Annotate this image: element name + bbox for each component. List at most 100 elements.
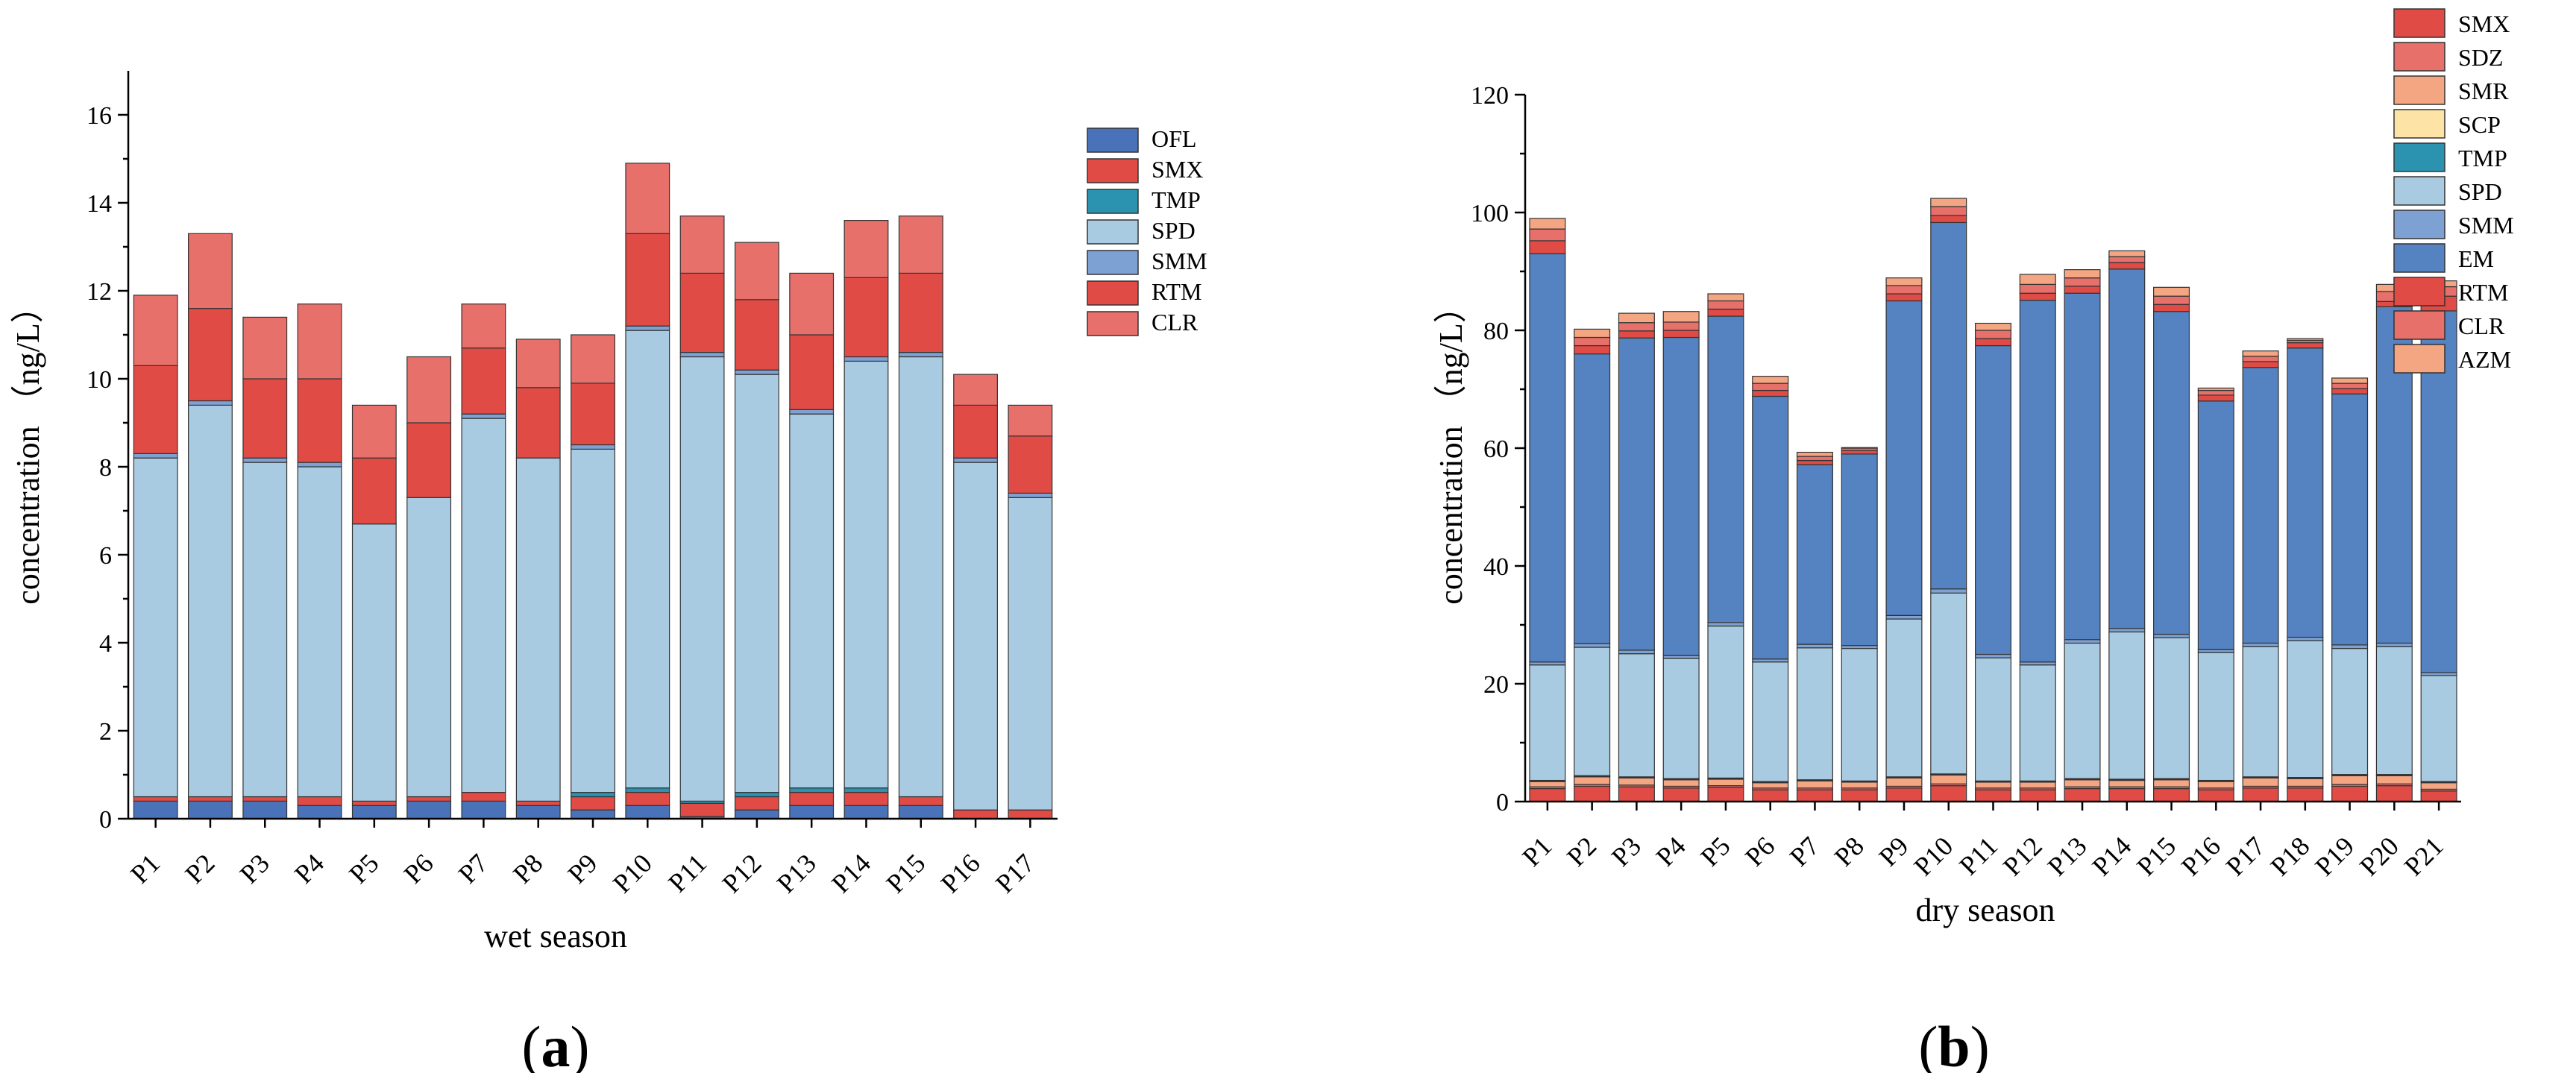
bar-P9-AZM xyxy=(1885,277,1923,286)
bar-P14-OFL xyxy=(844,805,889,819)
bar-P5-CLR xyxy=(351,404,397,459)
bar-P15-CLR xyxy=(898,215,943,274)
bar-P2-SPD xyxy=(188,404,233,798)
bar-P14-SMR xyxy=(2108,779,2146,787)
bar-P10-SPD xyxy=(625,330,670,789)
bar-P18-RTM xyxy=(2287,342,2324,349)
bar-P17-EM xyxy=(2242,367,2279,644)
bar-P12-OFL xyxy=(734,809,779,819)
bar-P7-RTM xyxy=(1796,459,1833,465)
bar-P11-CLR xyxy=(1975,330,2012,339)
bar-P14-CLR xyxy=(844,220,889,278)
y-tick-label: 0 xyxy=(1496,789,1509,816)
x-tick-label-P15: P15 xyxy=(881,848,932,899)
y-tick-label: 2 xyxy=(99,718,112,746)
y-axis-title: concentration （ng/L） xyxy=(10,290,46,605)
bar-P1-RTM xyxy=(133,365,178,454)
bar-P4-SMM xyxy=(297,462,342,468)
bar-P19-SMM xyxy=(2331,644,2369,649)
bar-P21-SMR xyxy=(2420,782,2457,790)
legend-label-CLR: CLR xyxy=(1152,309,1199,336)
x-tick-label-P13: P13 xyxy=(771,848,822,899)
bar-P7-EM xyxy=(1796,464,1833,645)
bar-P2-SMR xyxy=(1574,776,1611,785)
x-tick-label-P4: P4 xyxy=(289,848,330,889)
bar-P13-EM xyxy=(2064,292,2101,641)
legend-label-RTM: RTM xyxy=(1152,278,1201,305)
bar-P10-RTM xyxy=(1930,215,1967,224)
panel-label: (b) xyxy=(1918,1014,1989,1073)
bar-P15-SMM xyxy=(898,352,943,358)
bar-P2-OFL xyxy=(188,800,233,819)
bar-P15-EM xyxy=(2153,311,2190,635)
bar-P9-SMX xyxy=(1885,787,1923,802)
bar-P15-RTM xyxy=(2153,303,2190,312)
bar-P9-SMX xyxy=(571,796,615,811)
bar-P11-SMX xyxy=(679,802,725,817)
y-tick-label: 12 xyxy=(87,278,112,306)
bar-P17-RTM xyxy=(1008,435,1053,494)
x-tick-label-P7: P7 xyxy=(453,848,494,889)
bar-P3-EM xyxy=(1618,337,1655,651)
y-tick-label: 16 xyxy=(87,102,112,130)
bar-P14-SPD xyxy=(2108,631,2146,780)
y-tick-label: 4 xyxy=(99,630,112,658)
bar-P3-CLR xyxy=(1618,322,1655,332)
bar-P11-CLR xyxy=(679,215,725,274)
bar-P11-SMM xyxy=(679,352,725,358)
bar-P5-AZM xyxy=(1707,293,1744,302)
bar-P12-AZM xyxy=(2019,274,2056,285)
bar-P10-SMM xyxy=(625,325,670,331)
bar-P11-SPD xyxy=(679,356,725,802)
bar-P15-RTM xyxy=(898,272,943,353)
bar-P1-SMX xyxy=(133,796,178,802)
x-tick-label-P2: P2 xyxy=(179,848,220,889)
bar-P4-SMR xyxy=(1662,779,1700,787)
y-tick-label: 20 xyxy=(1483,671,1509,699)
bar-P1-CLR xyxy=(1529,228,1566,242)
bar-P8-SMX xyxy=(515,800,561,806)
bar-P19-SPD xyxy=(2331,647,2369,775)
bar-P13-RTM xyxy=(789,334,835,410)
bar-P13-TMP xyxy=(789,787,835,793)
bar-P19-SMX xyxy=(2331,785,2369,802)
bar-P17-SMX xyxy=(2242,787,2279,802)
x-tick-label-P1: P1 xyxy=(125,848,166,889)
y-tick-label: 0 xyxy=(99,806,112,834)
bar-P8-SMR xyxy=(1841,781,1878,789)
y-tick-label: 6 xyxy=(99,542,112,570)
bar-P12-CLR xyxy=(2019,283,2056,294)
x-tick-label-P8: P8 xyxy=(507,848,548,889)
bar-P2-SPD xyxy=(1574,646,1611,776)
bar-P8-OFL xyxy=(515,805,561,819)
bar-P14-SMX xyxy=(2108,788,2146,802)
x-tick-label-P15: P15 xyxy=(2131,831,2181,881)
bar-P2-EM xyxy=(1574,353,1611,644)
x-tick-label-P6: P6 xyxy=(398,848,439,889)
x-tick-label-P12: P12 xyxy=(717,848,767,899)
bar-P14-SMM xyxy=(844,356,889,362)
bar-P13-RTM xyxy=(2064,286,2101,294)
x-tick-label-P13: P13 xyxy=(2042,831,2093,881)
bar-P14-CLR xyxy=(2108,256,2146,263)
bar-P9-SMR xyxy=(1885,777,1923,787)
bar-P3-SPD xyxy=(1618,653,1655,778)
bar-P15-SPD xyxy=(2153,637,2190,779)
bar-P17-CLR xyxy=(2242,356,2279,362)
x-tick-label-P14: P14 xyxy=(826,848,876,899)
bar-P15-SMX xyxy=(898,796,943,806)
bar-P12-SPD xyxy=(734,374,779,793)
bar-P17-RTM xyxy=(2242,361,2279,368)
bar-P16-SMX xyxy=(2197,789,2234,802)
y-axis-title: concentration （ng/L） xyxy=(1433,290,1469,605)
bar-P5-SMR xyxy=(1707,778,1744,787)
bar-P7-CLR xyxy=(1796,456,1833,462)
x-tick-label-P20: P20 xyxy=(2354,831,2404,881)
bar-P17-SPD xyxy=(1008,497,1053,811)
bar-P10-CLR xyxy=(625,163,670,234)
bar-P3-RTM xyxy=(1618,330,1655,339)
x-tick-label-P21: P21 xyxy=(2398,831,2449,881)
x-tick-label-P10: P10 xyxy=(1908,831,1958,881)
bar-P14-EM xyxy=(2108,268,2146,629)
